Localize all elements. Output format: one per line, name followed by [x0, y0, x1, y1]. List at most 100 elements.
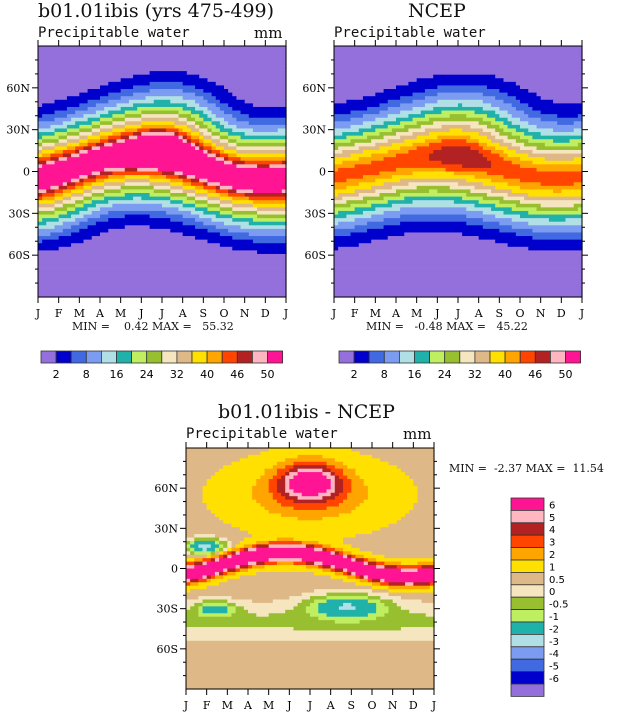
contour-cell	[58, 135, 68, 140]
contour-cell	[528, 128, 554, 133]
contour-cell	[248, 196, 287, 201]
contour-cell	[210, 544, 220, 549]
contour-cell	[384, 613, 427, 618]
colorbar-label: 16	[110, 368, 124, 381]
contour-cell	[112, 142, 192, 147]
contour-cell	[231, 523, 390, 528]
contour-cell	[363, 561, 369, 566]
contour-cell	[318, 616, 377, 621]
contour-cell	[186, 571, 216, 576]
contour-cell	[334, 565, 377, 570]
contour-cell	[207, 207, 221, 212]
contour-cell	[540, 110, 583, 115]
contour-cell	[186, 678, 435, 683]
contour-cell	[87, 207, 101, 212]
contour-cell	[199, 128, 209, 133]
contour-cell	[334, 167, 339, 173]
contour-cell	[285, 458, 336, 463]
contour-cell	[343, 547, 361, 552]
contour-cell	[257, 250, 287, 255]
contour-cell	[186, 499, 204, 504]
contour-cell	[400, 606, 435, 611]
contour-cell	[38, 189, 47, 194]
contour-cell	[195, 200, 209, 205]
contour-cell	[362, 196, 385, 201]
contour-cell	[343, 568, 348, 573]
contour-cell	[186, 520, 224, 525]
contour-cell	[207, 228, 229, 234]
contour-cell	[186, 175, 196, 180]
contour-cell	[186, 516, 220, 521]
contour-cell	[334, 114, 364, 119]
contour-cell	[499, 132, 513, 137]
contour-cell	[182, 96, 204, 101]
contour-cell	[91, 121, 101, 126]
contour-cell	[503, 149, 517, 155]
contour-cell	[409, 609, 435, 614]
contour-cell	[376, 602, 385, 607]
contour-cell	[186, 640, 435, 645]
contour-cell	[264, 468, 278, 473]
contour-cell	[338, 146, 360, 151]
contour-cell	[166, 210, 192, 216]
contour-cell	[334, 196, 343, 201]
contour-cell	[470, 146, 484, 151]
contour-cell	[355, 575, 361, 580]
contour-cell	[343, 540, 435, 545]
contour-cell	[170, 228, 209, 234]
contour-cell	[482, 117, 496, 122]
contour-cell	[240, 157, 287, 162]
contour-cell	[58, 218, 76, 223]
contour-cell	[195, 185, 204, 191]
contour-cell	[62, 182, 68, 187]
contour-cell	[228, 153, 237, 158]
contour-cell	[334, 261, 583, 266]
contour-cell	[38, 268, 287, 273]
contour-cell	[388, 585, 431, 590]
contour-cell	[351, 489, 369, 494]
y-tick-label: 30S	[156, 603, 178, 616]
contour-cell	[133, 92, 196, 97]
contour-cell	[108, 228, 171, 234]
contour-cell	[141, 196, 171, 201]
contour-cell	[474, 110, 496, 115]
contour-cell	[186, 139, 192, 144]
contour-cell	[367, 561, 377, 566]
contour-cell	[100, 146, 196, 151]
panel2-min-label: MIN =	[366, 320, 404, 333]
contour-cell	[347, 571, 352, 576]
panel1-units: mm	[254, 24, 283, 42]
contour-cell	[503, 121, 513, 126]
contour-cell	[83, 239, 209, 244]
colorbar-swatch	[510, 509, 545, 524]
contour-cell	[334, 60, 583, 65]
contour-cell	[42, 146, 56, 151]
contour-cell	[346, 178, 376, 183]
contour-cell	[375, 128, 393, 133]
contour-cell	[470, 124, 488, 130]
contour-cell	[257, 210, 287, 216]
contour-cell	[322, 561, 365, 566]
contour-cell	[38, 279, 287, 284]
contour-cell	[367, 492, 419, 497]
contour-cell	[54, 117, 72, 122]
contour-cell	[400, 561, 419, 566]
contour-cell	[367, 496, 419, 501]
contour-cell	[190, 182, 204, 187]
contour-cell	[38, 110, 56, 115]
contour-cell	[195, 121, 204, 126]
contour-cell	[58, 214, 72, 219]
contour-cell	[268, 482, 278, 487]
contour-cell	[190, 132, 200, 137]
contour-cell	[272, 492, 282, 497]
contour-cell	[495, 74, 583, 79]
contour-cell	[66, 96, 101, 101]
contour-cell	[91, 193, 105, 198]
contour-cell	[268, 489, 278, 494]
contour-cell	[495, 146, 509, 151]
contour-cell	[334, 157, 360, 162]
contour-cell	[202, 602, 228, 607]
contour-cell	[462, 232, 517, 237]
contour-cell	[268, 544, 307, 549]
contour-cell	[87, 99, 109, 104]
